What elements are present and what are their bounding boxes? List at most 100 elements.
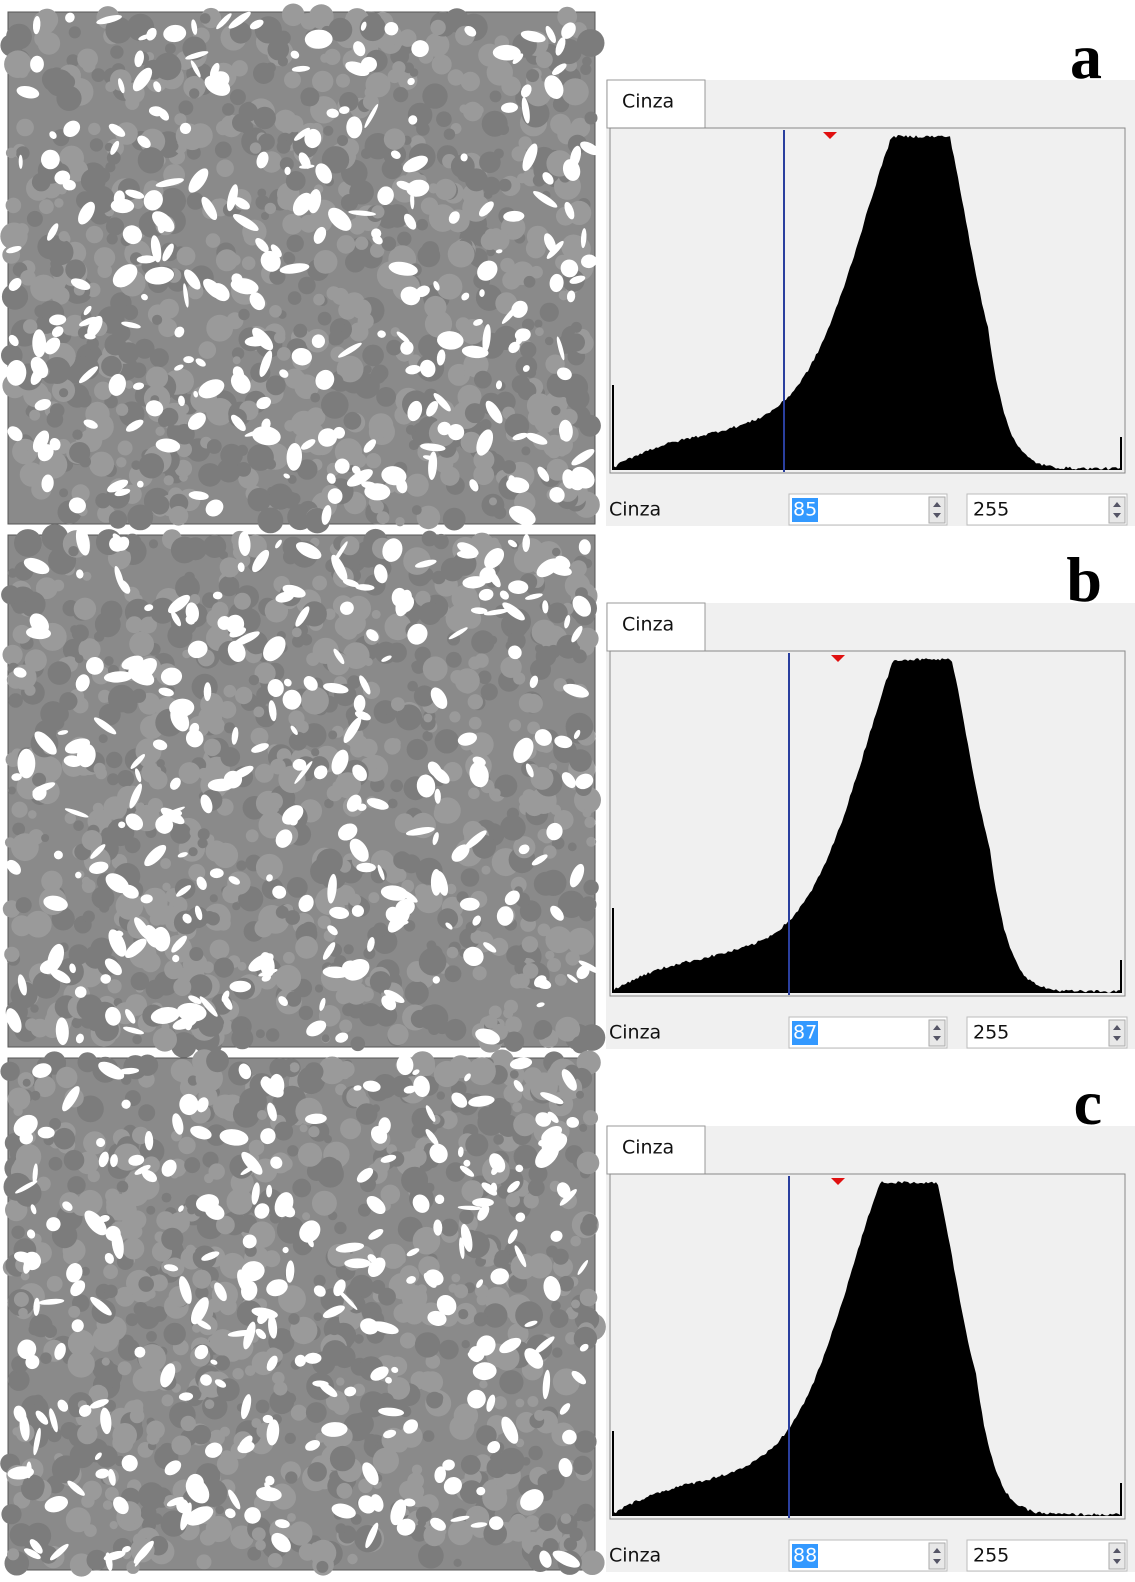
grain	[321, 146, 350, 174]
pore	[144, 266, 175, 285]
grain	[85, 225, 104, 244]
pore	[179, 1093, 199, 1116]
pore	[78, 1404, 92, 1417]
pore	[542, 600, 549, 614]
grain	[422, 83, 448, 109]
grain	[582, 1213, 598, 1229]
max-input[interactable]	[966, 493, 1128, 526]
pore	[476, 1486, 486, 1496]
min-value[interactable]: 87	[793, 1022, 817, 1044]
max-spinner[interactable]	[1108, 496, 1126, 524]
pore	[140, 894, 153, 904]
pore	[54, 1342, 66, 1360]
grain	[112, 1423, 137, 1448]
grain	[361, 148, 372, 160]
pore	[515, 336, 523, 345]
min-spinner[interactable]	[928, 1019, 946, 1047]
pore	[282, 1246, 289, 1254]
pore	[486, 1394, 496, 1412]
max-input[interactable]	[966, 1539, 1128, 1572]
grain	[150, 1274, 168, 1292]
grain	[146, 1420, 165, 1440]
pore	[13, 667, 27, 678]
pore	[145, 400, 164, 417]
pore	[461, 292, 470, 301]
min-value[interactable]: 85	[793, 499, 817, 521]
pore	[90, 1296, 112, 1316]
pore	[326, 108, 339, 118]
grain	[298, 1543, 317, 1561]
grain	[387, 798, 398, 809]
grain	[229, 21, 252, 44]
grain	[415, 590, 431, 607]
pore	[525, 593, 543, 600]
pore	[155, 815, 174, 834]
grain	[30, 1004, 39, 1013]
grain	[30, 1090, 41, 1101]
grain	[573, 1326, 598, 1351]
grain	[405, 473, 429, 497]
grain	[62, 319, 78, 336]
grain	[401, 1166, 429, 1194]
grain	[300, 12, 318, 30]
grain	[531, 619, 557, 645]
pore	[331, 749, 349, 775]
grain	[444, 1018, 467, 1041]
pore	[313, 765, 328, 780]
grain	[425, 945, 443, 963]
grain	[206, 1049, 229, 1073]
tab[interactable]	[606, 79, 706, 129]
pore	[87, 315, 103, 338]
pore	[278, 996, 288, 1007]
pore	[190, 1297, 209, 1325]
grain	[146, 1331, 157, 1342]
tab[interactable]	[606, 602, 706, 652]
grain	[11, 801, 28, 818]
pore	[168, 594, 190, 614]
max-spinner[interactable]	[1108, 1019, 1126, 1047]
grain	[138, 453, 165, 479]
pore	[155, 438, 181, 453]
grain	[287, 291, 302, 305]
grain	[563, 1537, 578, 1551]
grain	[437, 908, 459, 930]
grain	[476, 1294, 488, 1306]
grain	[506, 1517, 531, 1542]
max-spinner[interactable]	[1108, 1542, 1126, 1570]
grain	[547, 445, 561, 459]
grain	[480, 683, 498, 701]
grain	[526, 69, 540, 83]
pore	[554, 735, 573, 749]
min-spinner[interactable]	[928, 1542, 946, 1570]
grain	[11, 664, 37, 690]
min-value[interactable]: 88	[793, 1545, 817, 1567]
pore	[483, 942, 497, 953]
pore	[307, 1237, 314, 1248]
pore	[339, 106, 350, 114]
pore	[561, 22, 576, 39]
pore	[141, 293, 148, 301]
grain	[220, 443, 243, 467]
max-value[interactable]: 255	[973, 1022, 1009, 1044]
grain	[105, 1188, 120, 1204]
pore	[186, 1473, 204, 1492]
grain	[46, 411, 64, 428]
min-spinner[interactable]	[928, 496, 946, 524]
grain	[161, 1227, 184, 1250]
max-input[interactable]	[966, 1016, 1128, 1049]
pore	[479, 289, 485, 297]
grain	[264, 202, 276, 215]
grain	[582, 808, 592, 818]
grain	[281, 3, 305, 27]
grain	[11, 1355, 29, 1374]
tab[interactable]	[606, 1125, 706, 1175]
pore	[546, 822, 563, 841]
grain	[197, 838, 208, 849]
grain	[59, 488, 69, 498]
grain	[232, 356, 241, 365]
max-value[interactable]: 255	[973, 1545, 1009, 1567]
grain	[521, 936, 539, 953]
max-value[interactable]: 255	[973, 499, 1009, 521]
pore	[266, 1184, 273, 1198]
grain	[282, 491, 300, 509]
